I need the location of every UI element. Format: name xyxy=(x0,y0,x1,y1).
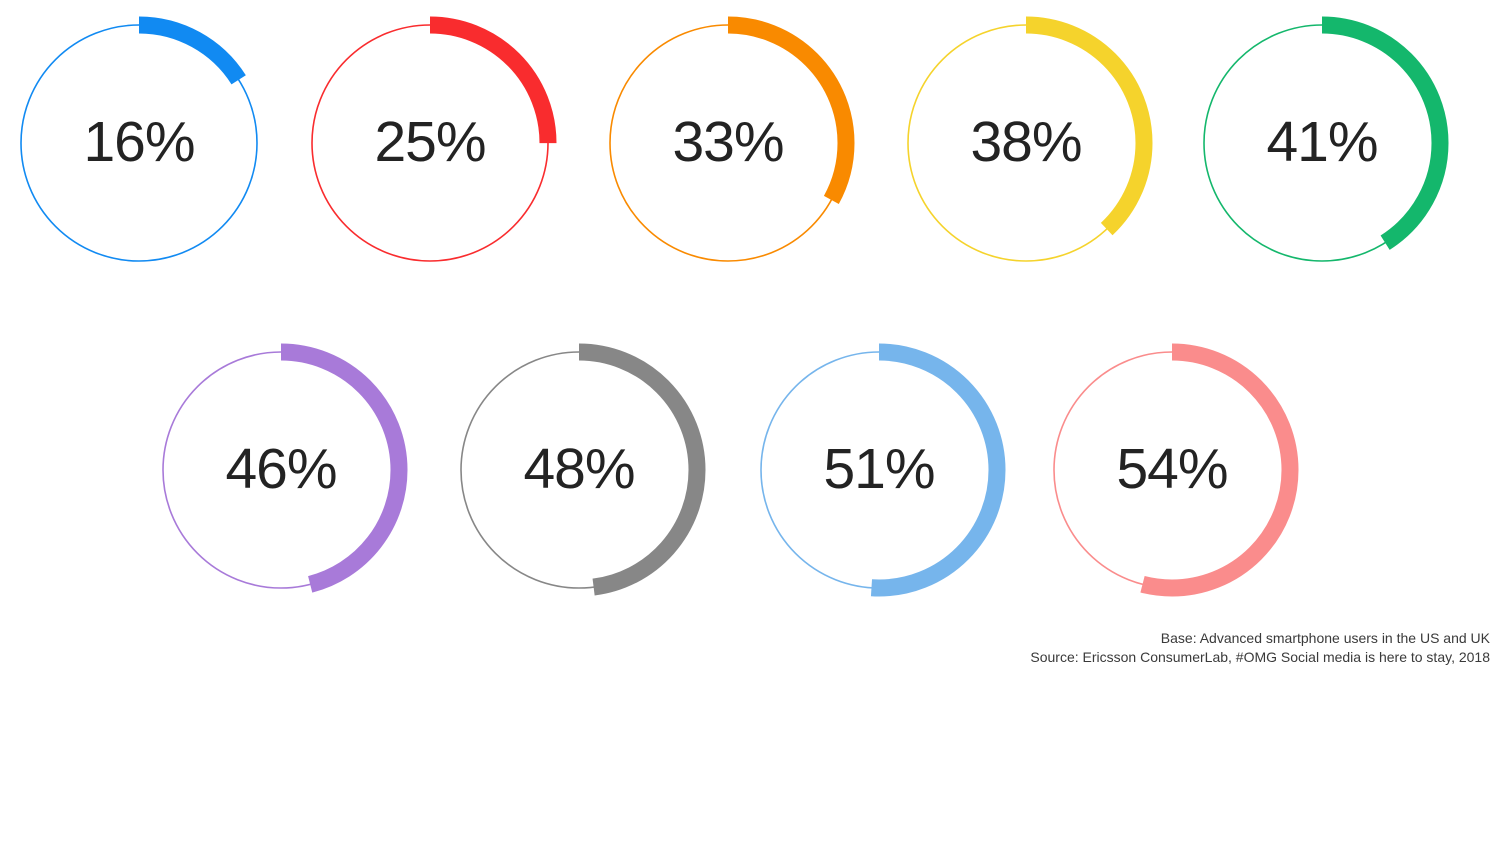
donut-value-label: 33% xyxy=(672,110,784,174)
donut-ring-svg xyxy=(752,343,1006,597)
donut-value-label: 16% xyxy=(83,110,195,174)
donut-progress-arc xyxy=(1045,343,1299,597)
donut-16-percent: 16% xyxy=(9,13,269,273)
donut-value-label: 48% xyxy=(523,437,635,501)
donut-48-percent: 48% xyxy=(449,340,709,600)
donut-ring-svg xyxy=(601,16,855,270)
donut-ring-svg xyxy=(303,16,557,270)
donut-progress-arc xyxy=(899,16,1153,270)
donut-progress-arc xyxy=(12,16,266,270)
donut-ring-svg xyxy=(1195,16,1449,270)
donut-value-label: 51% xyxy=(823,437,935,501)
footnote-base-line: Base: Advanced smartphone users in the U… xyxy=(1160,630,1490,646)
donut-progress-arc xyxy=(1195,16,1449,270)
donut-value-label: 25% xyxy=(374,110,486,174)
footnote: Base: Advanced smartphone users in the U… xyxy=(1030,629,1490,666)
donut-progress-arc xyxy=(303,16,557,270)
donut-ring-svg xyxy=(154,343,408,597)
donut-41-percent: 41% xyxy=(1192,13,1452,273)
donut-ring-svg xyxy=(1045,343,1299,597)
donut-value-label: 41% xyxy=(1266,110,1378,174)
donut-progress-arc xyxy=(601,16,855,270)
donut-progress-arc xyxy=(752,343,1006,597)
donut-51-percent: 51% xyxy=(749,340,1009,600)
footnote-source-line: Source: Ericsson ConsumerLab, #OMG Socia… xyxy=(1030,648,1490,665)
donut-value-label: 54% xyxy=(1116,437,1228,501)
donut-ring-svg xyxy=(452,343,706,597)
donut-progress-arc xyxy=(452,343,706,597)
donut-38-percent: 38% xyxy=(896,13,1156,273)
donut-value-label: 38% xyxy=(970,110,1082,174)
donut-value-label: 46% xyxy=(225,437,337,501)
donut-46-percent: 46% xyxy=(151,340,411,600)
donut-ring-svg xyxy=(12,16,266,270)
donut-54-percent: 54% xyxy=(1042,340,1302,600)
donut-33-percent: 33% xyxy=(598,13,858,273)
donut-25-percent: 25% xyxy=(300,13,560,273)
donut-progress-arc xyxy=(154,343,408,597)
donut-ring-svg xyxy=(899,16,1153,270)
